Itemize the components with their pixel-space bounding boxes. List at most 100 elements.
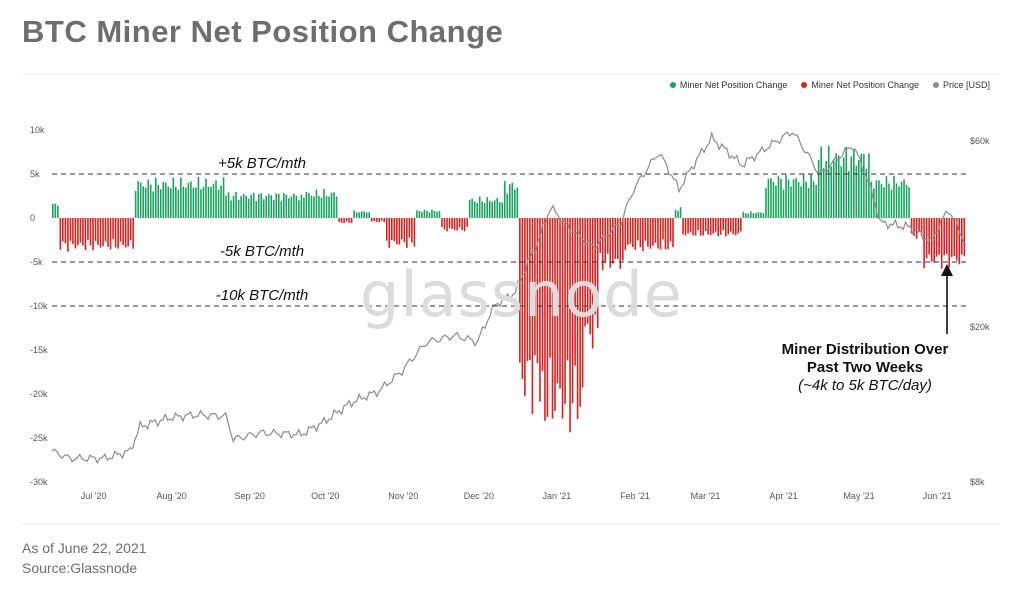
bar-inflow: [363, 211, 365, 218]
bar-outflow: [396, 218, 398, 245]
bar-inflow: [471, 198, 473, 218]
bar-outflow: [697, 218, 699, 231]
bar-inflow: [320, 197, 323, 218]
bar-outflow: [463, 218, 466, 232]
y-tick-label: 10k: [30, 125, 45, 135]
bar-outflow: [664, 218, 667, 250]
bar-inflow: [757, 212, 760, 218]
bar-inflow: [182, 186, 185, 218]
bar-outflow: [574, 218, 576, 366]
bar-inflow: [426, 210, 428, 218]
bar-outflow: [539, 218, 541, 402]
bar-outflow: [581, 218, 584, 388]
bar-outflow: [443, 218, 446, 230]
bar-inflow: [52, 203, 54, 218]
x-tick-label: Aug '20: [157, 491, 187, 501]
bar-outflow: [920, 218, 923, 237]
bar-outflow: [915, 218, 918, 239]
bar-outflow: [544, 218, 546, 421]
bar-inflow: [142, 186, 145, 218]
bar-outflow: [456, 218, 458, 231]
bar-inflow: [245, 195, 247, 218]
bar-inflow: [265, 195, 268, 218]
bar-inflow: [805, 181, 807, 218]
bar-outflow: [928, 218, 930, 255]
bar-inflow: [516, 187, 519, 218]
bar-inflow: [790, 186, 792, 218]
annotation-line-3: (~4k to 5k BTC/day): [798, 377, 932, 394]
legend-item-inflow[interactable]: Miner Net Position Change: [669, 80, 787, 90]
bar-outflow: [375, 218, 378, 222]
footer: As of June 22, 2021 Source:Glassnode: [22, 538, 147, 578]
bar-inflow: [227, 192, 230, 218]
legend-dot-grey: [932, 82, 939, 88]
bar-inflow: [905, 185, 908, 218]
bar-inflow: [365, 212, 368, 218]
bar-inflow: [225, 195, 227, 218]
bar-outflow: [411, 218, 413, 243]
bar-outflow: [933, 218, 935, 263]
annotation-miner-distribution: Miner Distribution Over Past Two Weeks (…: [760, 341, 970, 395]
y2-tick-label: $20k: [970, 322, 990, 332]
bar-inflow: [298, 200, 300, 218]
bar-outflow: [89, 218, 92, 246]
bar-inflow: [785, 174, 787, 218]
bar-inflow: [149, 184, 152, 218]
bar-inflow: [807, 188, 810, 218]
bar-outflow: [627, 218, 629, 245]
bar-inflow: [295, 195, 298, 218]
bar-outflow: [529, 218, 531, 361]
bar-inflow: [418, 211, 421, 218]
bar-outflow: [87, 218, 89, 240]
bar-inflow: [491, 201, 494, 218]
bar-inflow: [288, 198, 290, 218]
bar-outflow: [561, 218, 564, 419]
bar-outflow: [122, 218, 124, 245]
bar-inflow: [674, 209, 677, 218]
bar-inflow: [154, 177, 157, 218]
bar-outflow: [601, 218, 604, 271]
bar-inflow: [335, 196, 338, 218]
bar-outflow: [737, 218, 740, 234]
bar-outflow: [702, 218, 704, 236]
bar-outflow: [729, 218, 732, 232]
bar-inflow: [845, 146, 848, 218]
bar-inflow: [190, 181, 192, 218]
y-tick-label: -15k: [30, 345, 48, 355]
bar-outflow: [112, 218, 114, 239]
bar-outflow: [564, 218, 566, 404]
bar-outflow: [930, 218, 933, 262]
bar-inflow: [262, 199, 265, 218]
bar-inflow: [270, 195, 273, 218]
bar-inflow: [240, 196, 242, 218]
bar-outflow: [393, 218, 396, 242]
bar-outflow: [441, 218, 443, 228]
bar-outflow: [566, 218, 569, 361]
bar-inflow: [488, 200, 491, 218]
bar-outflow: [722, 218, 725, 231]
bar-outflow: [556, 218, 559, 384]
bar-outflow: [619, 218, 622, 269]
bar-inflow: [436, 211, 438, 218]
bar-inflow: [185, 187, 187, 218]
bar-inflow: [260, 193, 263, 218]
bar-outflow: [940, 218, 943, 269]
bar-outflow: [692, 218, 694, 236]
bar-inflow: [207, 186, 210, 218]
bar-inflow: [780, 179, 782, 218]
legend-dot-green: [669, 82, 676, 88]
bar-outflow: [348, 218, 350, 223]
bar-outflow: [596, 218, 599, 329]
bar-outflow: [644, 218, 647, 241]
legend-item-outflow[interactable]: Miner Net Position Change: [801, 80, 919, 90]
bar-inflow: [235, 191, 237, 218]
x-tick-label: Mar '21: [691, 491, 721, 501]
bar-inflow: [817, 159, 820, 218]
bar-inflow: [812, 181, 815, 218]
bar-outflow: [950, 218, 953, 258]
bar-outflow: [390, 218, 393, 240]
legend-item-price[interactable]: Price [USD]: [932, 80, 990, 90]
bar-inflow: [476, 202, 478, 218]
bar-outflow: [370, 218, 373, 222]
bar-inflow: [830, 166, 833, 218]
